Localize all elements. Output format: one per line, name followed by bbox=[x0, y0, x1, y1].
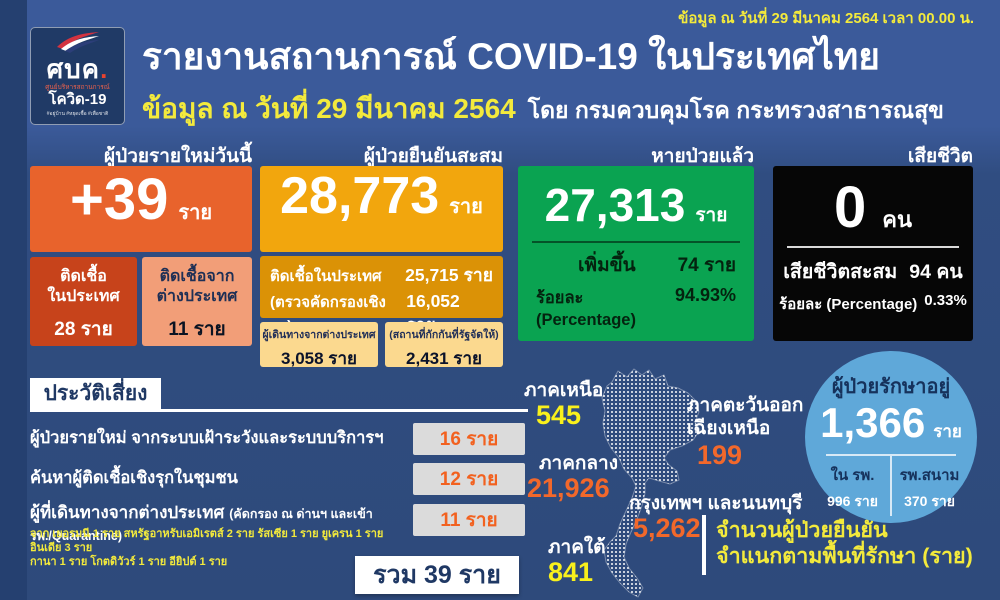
risk-row-travellers-label-suffix: (คัดกรอง ณ ด่านฯ และเข้ารพ./Quarantine) bbox=[30, 507, 373, 543]
travellers-abroad-label: ผู้เดินทางจากต่างประเทศ bbox=[262, 329, 376, 341]
deaths-percent-label: ร้อยละ (Percentage) bbox=[779, 296, 918, 313]
region-bangkok-label: กรุงเทพฯ และนนทบุรี bbox=[629, 493, 803, 514]
region-south-label: ภาคใต้ bbox=[548, 537, 606, 558]
travellers-abroad-box: ผู้เดินทางจากต่างประเทศ 3,058 ราย bbox=[260, 322, 378, 368]
risk-travellers-country-detail: จาก เยอรมนี 1 ราย สหรัฐอาหรับเอมิเรตส์ 2… bbox=[30, 527, 390, 569]
risk-row-travellers-label-main: ผู้ที่เดินทางจากต่างประเทศ bbox=[30, 503, 225, 522]
recovered-increase-label: เพิ่มขึ้น bbox=[578, 255, 636, 276]
card-title-deaths: เสียชีวิต bbox=[907, 146, 973, 167]
thailand-map bbox=[601, 368, 701, 598]
region-central-value: 21,926 bbox=[527, 473, 610, 503]
risk-row-surveillance-label: ผู้ป่วยรายใหม่ จากระบบเฝ้าระวังและระบบบร… bbox=[30, 429, 384, 447]
new-cases-value-box: +39 ราย bbox=[30, 166, 252, 252]
imported-infection-box: ติดเชื้อจาก ต่างประเทศ 11 ราย bbox=[142, 257, 252, 346]
deaths-percent-value: 0.33% bbox=[924, 292, 967, 309]
region-northeast-label: ภาคตะวันออก เฉียงเหนือ bbox=[687, 394, 803, 440]
recovered-box: 27,313 ราย เพิ่มขึ้น 74 ราย ร้อยละ (Perc… bbox=[518, 166, 754, 341]
treating-divider bbox=[826, 454, 956, 456]
state-quarantine-label: (สถานที่กักกันที่รัฐจัดให้) bbox=[389, 329, 499, 341]
domestic-value: 28 ราย bbox=[54, 319, 113, 340]
risk-total-bar: รวม 39 ราย bbox=[355, 556, 519, 594]
cumulative-domestic-value: 25,715 ราย bbox=[405, 265, 493, 285]
treating-hospital-cell: ใน รพ. 996 ราย bbox=[815, 456, 890, 516]
risk-history-title: ประวัติเสี่ยง bbox=[30, 378, 161, 409]
updated-timestamp: ข้อมูล ณ วันที่ 29 มีนาคม 2564 เวลา 00.0… bbox=[678, 10, 974, 27]
state-quarantine-value: 2,431 ราย bbox=[406, 349, 482, 368]
risk-row-travellers-value: 11 ราย bbox=[413, 504, 525, 536]
recovered-unit: ราย bbox=[695, 205, 728, 226]
deaths-cumulative-label: เสียชีวิตสะสม bbox=[783, 261, 898, 283]
cumulative-domestic-label: ติดเชื้อในประเทศ bbox=[270, 268, 382, 285]
region-south-value: 841 bbox=[548, 557, 594, 587]
region-northeast-label-line2: เฉียงเหนือ bbox=[687, 418, 771, 439]
cumulative-value: 28,773 bbox=[280, 167, 440, 225]
cumulative-domestic-box: ติดเชื้อในประเทศ 25,715 ราย (ตรวจคัดกรอง… bbox=[260, 256, 503, 335]
treating-field-hospital-cell: รพ.สนาม 370 ราย bbox=[890, 456, 967, 516]
deaths-divider bbox=[787, 246, 959, 248]
recovered-percent-value: 94.93% bbox=[674, 285, 736, 305]
treating-value: 1,366 bbox=[820, 399, 926, 446]
card-title-recovered: หายป่วยแล้ว bbox=[651, 146, 754, 167]
domestic-label-line2: ในประเทศ bbox=[47, 288, 120, 305]
domestic-infection-box: ติดเชื้อ ในประเทศ 28 ราย bbox=[30, 257, 137, 346]
treating-hospital-label: ใน รพ. bbox=[830, 467, 875, 484]
region-northeast-label-line1: ภาคตะวันออก bbox=[687, 395, 804, 416]
page-subtitle: ข้อมูล ณ วันที่ 29 มีนาคม 2564 โดย กรมคว… bbox=[142, 87, 944, 131]
risk-row-proactive-value: 12 ราย bbox=[413, 463, 525, 495]
page-title: รายงานสถานการณ์ COVID-19 ในประเทศไทย bbox=[142, 36, 880, 77]
region-north-value: 545 bbox=[536, 400, 582, 430]
map-caption-divider bbox=[702, 515, 706, 575]
map-caption: จำนวนผู้ป่วยยืนยัน จำแนกตามพื้นที่รักษา … bbox=[716, 517, 973, 569]
treating-field-hospital-value: 370 ราย bbox=[904, 493, 955, 509]
region-central-label: ภาคกลาง bbox=[539, 453, 618, 474]
subtitle-date: ข้อมูล ณ วันที่ 29 มีนาคม 2564 bbox=[142, 93, 516, 124]
region-bangkok-value: 5,262 bbox=[633, 513, 701, 543]
country-detail-line2: กานา 1 ราย โกตดิวัวร์ 1 ราย อียิปต์ 1 รา… bbox=[30, 556, 228, 568]
treating-title: ผู้ป่วยรักษาอยู่ bbox=[831, 376, 951, 398]
deaths-box: 0 คน เสียชีวิตสะสม 94 คน ร้อยละ (Percent… bbox=[773, 166, 973, 341]
recovered-value: 27,313 bbox=[544, 179, 686, 231]
cumulative-unit: ราย bbox=[449, 196, 483, 218]
recovered-divider bbox=[532, 241, 740, 243]
thailand-silhouette bbox=[601, 368, 701, 598]
cumulative-value-box: 28,773 ราย bbox=[260, 166, 503, 252]
map-caption-line2: จำแนกตามพื้นที่รักษา (ราย) bbox=[716, 544, 973, 568]
treating-unit: ราย bbox=[933, 422, 962, 441]
logo-org-line: ศูนย์บริหารสถานการณ์ bbox=[45, 84, 110, 91]
logo-covid-line: โควิด-19 bbox=[48, 91, 107, 108]
recovered-increase-value: 74 ราย bbox=[677, 255, 736, 276]
deaths-value: 0 bbox=[833, 175, 867, 240]
treating-circle: ผู้ป่วยรักษาอยู่ 1,366 ราย ใน รพ. 996 รา… bbox=[805, 351, 977, 523]
thai-flag-swoosh-icon bbox=[56, 32, 99, 53]
country-detail-line1: จาก เยอรมนี 1 ราย สหรัฐอาหรับเอมิเรตส์ 2… bbox=[30, 528, 384, 554]
deaths-cumulative-value: 94 คน bbox=[909, 261, 963, 283]
imported-value: 11 ราย bbox=[168, 319, 226, 340]
new-cases-value: +39 bbox=[69, 167, 169, 232]
left-margin-strip bbox=[0, 0, 27, 600]
treating-field-hospital-label: รพ.สนาม bbox=[899, 467, 960, 484]
region-north-label: ภาคเหนือ bbox=[524, 380, 604, 401]
logo-tagline: #อยู่บ้าน #หยุดเชื้อ #เพื่อชาติ bbox=[46, 111, 109, 117]
map-caption-line1: จำนวนผู้ป่วยยืนยัน bbox=[716, 518, 888, 542]
travellers-abroad-value: 3,058 ราย bbox=[281, 349, 357, 368]
state-quarantine-box: (สถานที่กักกันที่รัฐจัดให้) 2,431 ราย bbox=[385, 322, 503, 368]
ccsa-logo: ศบค. ศูนย์บริหารสถานการณ์ โควิด-19 #อยู่… bbox=[30, 27, 125, 125]
card-title-cumulative: ผู้ป่วยยืนยันสะสม bbox=[363, 146, 503, 167]
logo-abbreviation: ศบค. bbox=[46, 54, 109, 84]
subtitle-source: โดย กรมควบคุมโรค กระทรวงสาธารณสุข bbox=[527, 97, 944, 123]
region-northeast-value: 199 bbox=[697, 440, 743, 470]
new-cases-unit: ราย bbox=[178, 202, 213, 224]
deaths-unit: คน bbox=[882, 207, 913, 232]
risk-row-proactive-label: ค้นหาผู้ติดเชื้อเชิงรุกในชุมชน bbox=[30, 469, 238, 487]
imported-label-line1: ติดเชื้อจาก bbox=[159, 268, 235, 285]
risk-title-underline bbox=[30, 409, 528, 412]
recovered-percent-label: ร้อยละ (Percentage) bbox=[536, 289, 636, 329]
card-title-new-today: ผู้ป่วยรายใหม่วันนี้ bbox=[104, 146, 252, 167]
treating-hospital-value: 996 ราย bbox=[827, 493, 878, 509]
domestic-label-line1: ติดเชื้อ bbox=[60, 268, 107, 285]
risk-row-travellers-label: ผู้ที่เดินทางจากต่างประเทศ (คัดกรอง ณ ด่า… bbox=[30, 499, 410, 546]
imported-label-line2: ต่างประเทศ bbox=[156, 288, 238, 305]
risk-row-surveillance-value: 16 ราย bbox=[413, 423, 525, 455]
